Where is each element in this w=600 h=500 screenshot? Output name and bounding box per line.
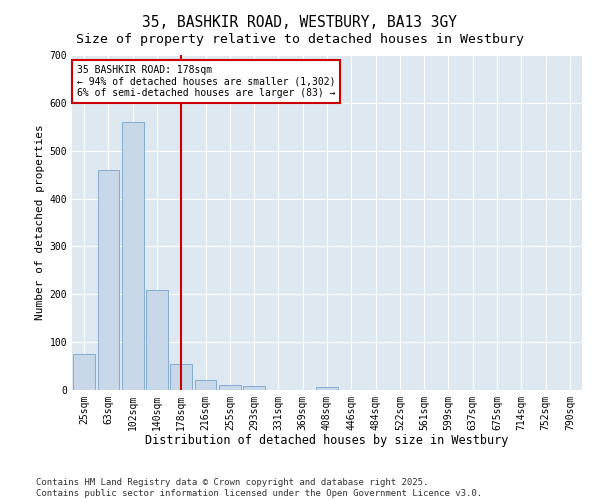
Bar — [316, 386, 338, 390]
Text: 35, BASHKIR ROAD, WESTBURY, BA13 3GY: 35, BASHKIR ROAD, WESTBURY, BA13 3GY — [143, 15, 458, 30]
Bar — [146, 290, 168, 390]
Bar — [243, 386, 265, 390]
Bar — [122, 122, 143, 390]
X-axis label: Distribution of detached houses by size in Westbury: Distribution of detached houses by size … — [145, 434, 509, 448]
Y-axis label: Number of detached properties: Number of detached properties — [35, 124, 46, 320]
Bar — [194, 380, 217, 390]
Bar — [170, 364, 192, 390]
Text: Size of property relative to detached houses in Westbury: Size of property relative to detached ho… — [76, 32, 524, 46]
Bar — [73, 354, 95, 390]
Bar — [219, 385, 241, 390]
Text: Contains HM Land Registry data © Crown copyright and database right 2025.
Contai: Contains HM Land Registry data © Crown c… — [36, 478, 482, 498]
Bar — [97, 170, 119, 390]
Text: 35 BASHKIR ROAD: 178sqm
← 94% of detached houses are smaller (1,302)
6% of semi-: 35 BASHKIR ROAD: 178sqm ← 94% of detache… — [77, 65, 335, 98]
